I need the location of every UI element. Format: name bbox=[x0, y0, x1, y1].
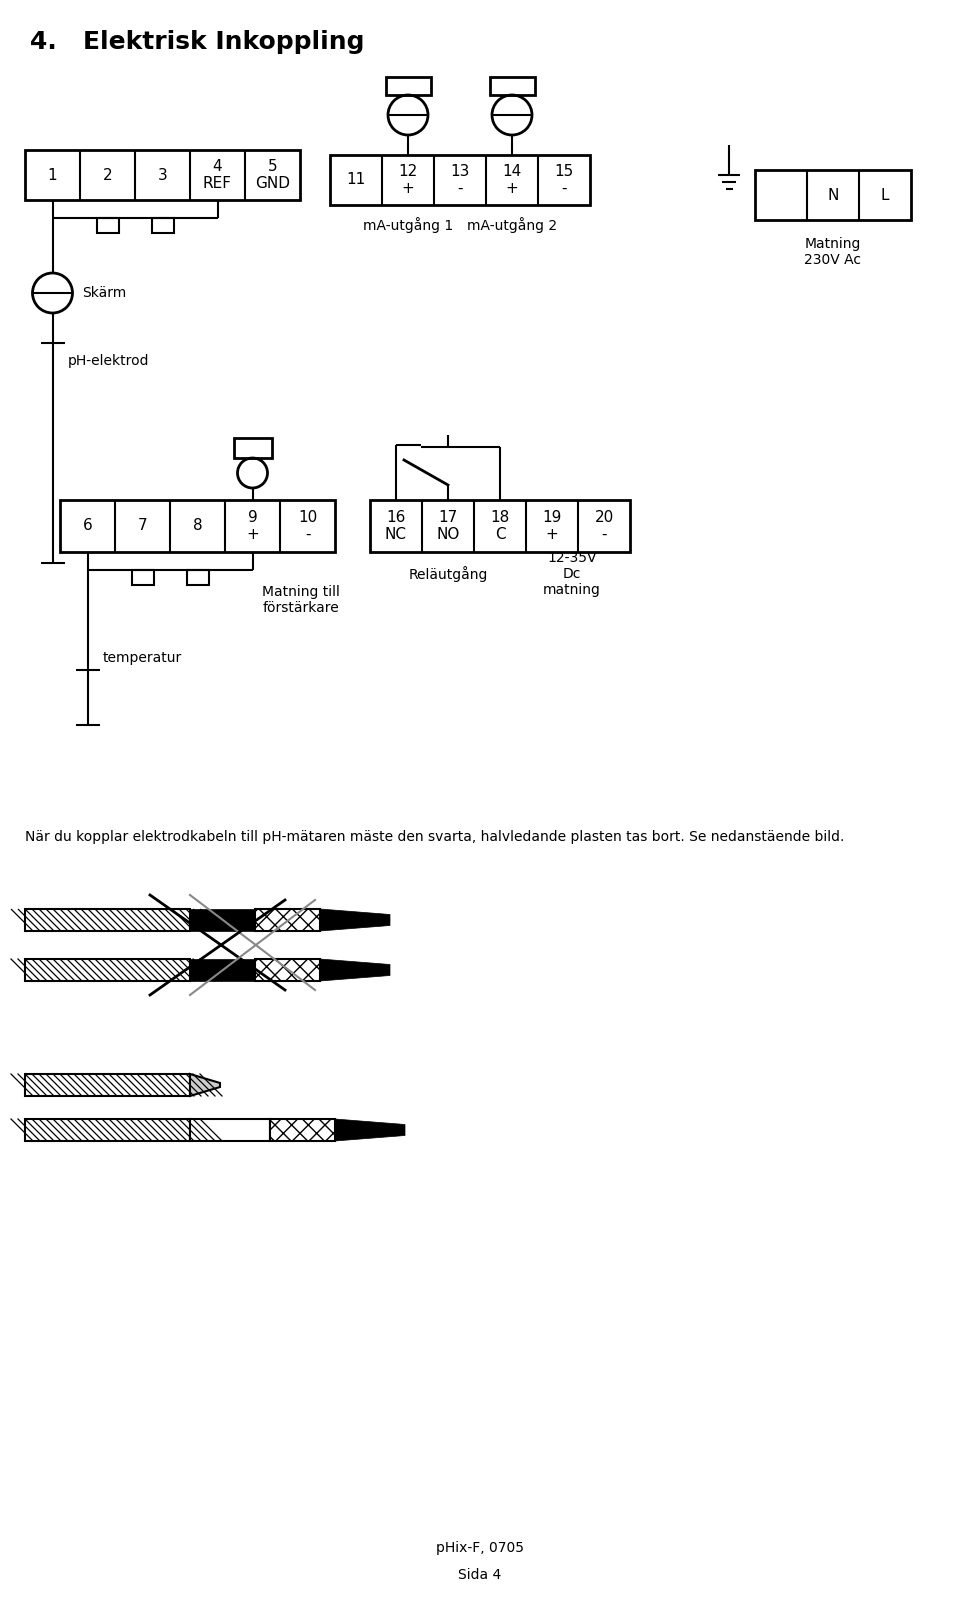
Text: mA-utgång 2: mA-utgång 2 bbox=[467, 217, 557, 233]
Bar bbox=[255, 908, 320, 931]
Bar bbox=[25, 958, 190, 981]
Text: 10
-: 10 - bbox=[298, 510, 317, 542]
Text: temperatur: temperatur bbox=[103, 651, 181, 665]
Bar bbox=[490, 78, 535, 96]
Bar bbox=[330, 155, 590, 206]
Text: 16
NC: 16 NC bbox=[385, 510, 407, 542]
Text: 17
NO: 17 NO bbox=[436, 510, 460, 542]
Bar bbox=[270, 1119, 335, 1141]
Bar bbox=[190, 908, 255, 931]
Text: 18
C: 18 C bbox=[491, 510, 510, 542]
Text: 8: 8 bbox=[193, 518, 203, 534]
Text: 12
+: 12 + bbox=[398, 164, 418, 196]
Polygon shape bbox=[190, 1073, 220, 1096]
Bar bbox=[97, 219, 118, 233]
Text: Matning till
förstärkare: Matning till förstärkare bbox=[262, 584, 341, 615]
Text: Reläutgång: Reläutgång bbox=[408, 567, 488, 581]
Bar bbox=[186, 570, 208, 584]
Text: 13
-: 13 - bbox=[450, 164, 469, 196]
Text: Skärm: Skärm bbox=[83, 287, 127, 300]
Text: 6: 6 bbox=[83, 518, 92, 534]
Polygon shape bbox=[320, 908, 390, 931]
Text: 3: 3 bbox=[157, 167, 167, 183]
Text: pHix-F, 0705: pHix-F, 0705 bbox=[436, 1541, 524, 1554]
Text: 4.   Elektrisk Inkoppling: 4. Elektrisk Inkoppling bbox=[30, 31, 365, 53]
Text: 20
-: 20 - bbox=[594, 510, 613, 542]
Text: pH-elektrod: pH-elektrod bbox=[67, 355, 149, 368]
Text: Sida 4: Sida 4 bbox=[458, 1567, 502, 1582]
Text: mA-utgång 1: mA-utgång 1 bbox=[363, 217, 453, 233]
Bar bbox=[25, 1073, 190, 1096]
Text: 2: 2 bbox=[103, 167, 112, 183]
Bar bbox=[233, 439, 272, 458]
Text: 12-35V
Dc
matning: 12-35V Dc matning bbox=[543, 550, 601, 597]
Text: 15
-: 15 - bbox=[554, 164, 574, 196]
Bar bbox=[25, 908, 190, 931]
Text: 11: 11 bbox=[347, 173, 366, 188]
Bar bbox=[60, 500, 335, 552]
Text: 19
+: 19 + bbox=[542, 510, 562, 542]
Text: 7: 7 bbox=[137, 518, 147, 534]
Bar bbox=[25, 1119, 190, 1141]
Bar bbox=[190, 1119, 270, 1141]
Text: När du kopplar elektrodkabeln till pH-mätaren mäste den svarta, halvledande plas: När du kopplar elektrodkabeln till pH-mä… bbox=[25, 831, 845, 843]
Text: 9
+: 9 + bbox=[246, 510, 259, 542]
Bar bbox=[386, 78, 430, 96]
Text: 4
REF: 4 REF bbox=[203, 159, 232, 191]
Bar bbox=[255, 958, 320, 981]
Text: 5
GND: 5 GND bbox=[255, 159, 290, 191]
Text: 1: 1 bbox=[48, 167, 58, 183]
Bar bbox=[190, 958, 255, 981]
Bar bbox=[132, 570, 154, 584]
Bar bbox=[370, 500, 630, 552]
Text: Matning
230V Ac: Matning 230V Ac bbox=[804, 236, 861, 267]
Polygon shape bbox=[320, 958, 390, 981]
Text: L: L bbox=[880, 188, 889, 202]
Bar bbox=[25, 151, 300, 201]
Polygon shape bbox=[335, 1119, 405, 1141]
Text: N: N bbox=[828, 188, 839, 202]
Text: 14
+: 14 + bbox=[502, 164, 521, 196]
Bar bbox=[152, 219, 174, 233]
Bar bbox=[755, 170, 911, 220]
